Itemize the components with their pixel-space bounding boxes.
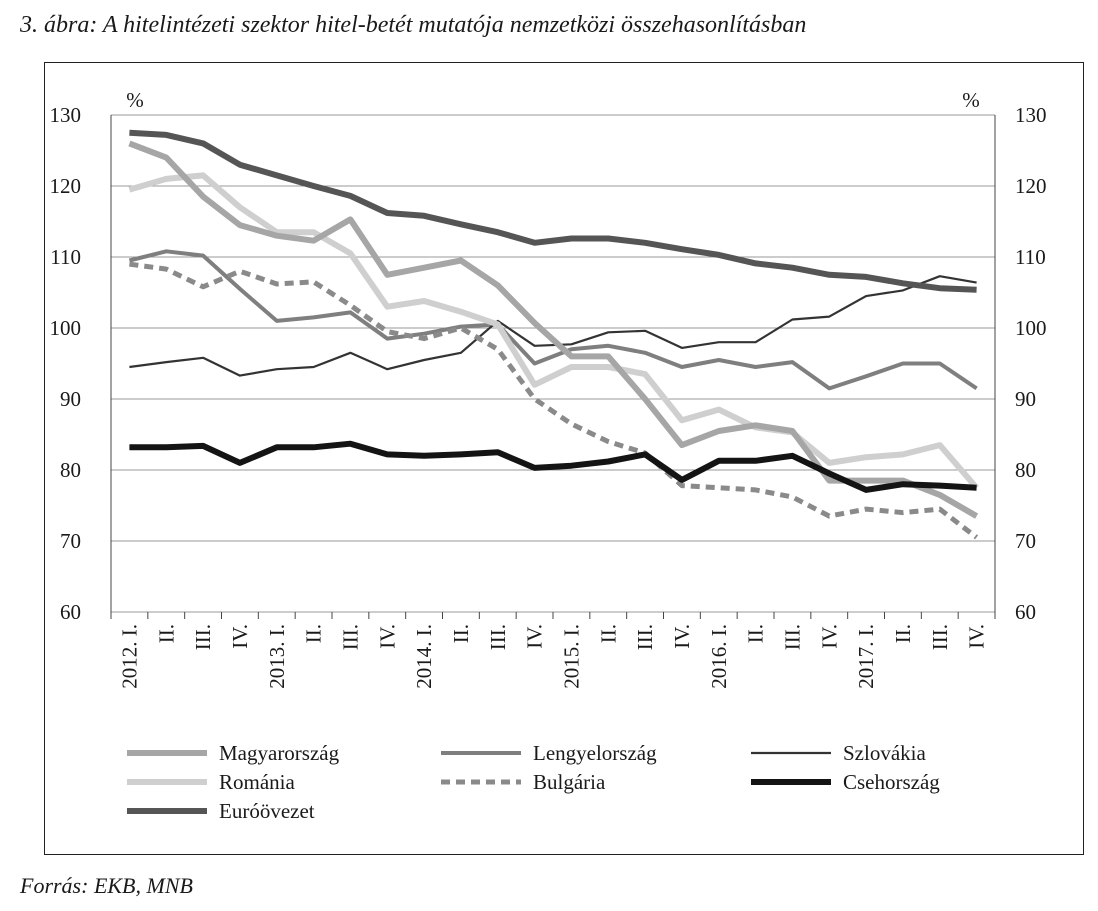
- x-tick-label: 2015. I.: [559, 624, 583, 689]
- y-tick-right-80: 80: [1015, 458, 1036, 482]
- series-line-Szlovákia: [129, 275, 977, 377]
- y-tick-right-70: 70: [1015, 529, 1036, 553]
- y-tick-left-110: 110: [50, 245, 81, 269]
- y-tick-right-120: 120: [1015, 174, 1047, 198]
- x-tick-label: III.: [338, 624, 362, 650]
- y-tick-left-100: 100: [50, 316, 82, 340]
- y-tick-right-110: 110: [1015, 245, 1046, 269]
- x-tick-label: IV.: [670, 624, 694, 649]
- y-tick-left-60: 60: [60, 600, 81, 624]
- series-line-Magyarország: [128, 140, 979, 519]
- y-tick-right-90: 90: [1015, 387, 1036, 411]
- legend-label-Bulgária: Bulgária: [533, 770, 606, 794]
- y-tick-left-130: 130: [50, 103, 82, 127]
- y-unit-left: %: [126, 88, 144, 112]
- x-tick-label: 2013. I.: [265, 624, 289, 689]
- series-line-Csehország: [129, 440, 977, 493]
- x-tick-label: III.: [633, 624, 657, 650]
- x-tick-label: IV.: [523, 624, 547, 649]
- legend-label-Magyarország: Magyarország: [219, 741, 340, 765]
- chart-frame: 60 60 70 70 80 80 90 90 100 100 110 110 120 120 130 130…: [44, 62, 1084, 855]
- x-tick-label: 2012. I.: [117, 624, 141, 689]
- x-tick-label: III.: [486, 624, 510, 650]
- x-tick-label: IV.: [817, 624, 841, 649]
- y-unit-right: %: [962, 88, 980, 112]
- y-tick-left-70: 70: [60, 529, 81, 553]
- y-tick-left-90: 90: [60, 387, 81, 411]
- source-note: Forrás: EKB, MNB: [20, 873, 193, 898]
- x-tick-label: IV.: [228, 624, 252, 649]
- y-tick-right-100: 100: [1015, 316, 1047, 340]
- y-tick-left-80: 80: [60, 458, 81, 482]
- legend-label-Csehország: Csehország: [843, 770, 940, 794]
- x-tick-label: 2014. I.: [412, 624, 436, 689]
- x-tick-label: IV.: [965, 624, 989, 649]
- x-tick-label: 2016. I.: [707, 624, 731, 689]
- line-chart: 60 60 70 70 80 80 90 90 100 100 110 110 120 120 130 130…: [50, 88, 1047, 823]
- x-tick-label: IV.: [375, 624, 399, 649]
- x-tick-label: II.: [449, 624, 473, 643]
- x-tick-label: III.: [191, 624, 215, 650]
- legend-label-Lengyelország: Lengyelország: [533, 741, 657, 765]
- y-tick-right-130: 130: [1015, 103, 1047, 127]
- x-tick-label: II.: [891, 624, 915, 643]
- x-tick-label: III.: [928, 624, 952, 650]
- legend-label-Euróövezet: Euróövezet: [219, 799, 315, 823]
- x-tick-label: II.: [744, 624, 768, 643]
- series-line-Lengyelország: [128, 249, 978, 391]
- y-tick-left-120: 120: [50, 174, 82, 198]
- legend-label-Románia: Románia: [219, 770, 295, 794]
- figure-title: 3. ábra: A hitelintézeti szektor hitel-b…: [20, 12, 807, 38]
- series-line-Bulgária: [129, 261, 979, 540]
- legend-label-Szlovákia: Szlovákia: [843, 741, 926, 765]
- x-tick-label: III.: [780, 624, 804, 650]
- series-line-Románia: [128, 172, 979, 490]
- x-tick-label: 2017. I.: [854, 624, 878, 689]
- x-tick-label: II.: [596, 624, 620, 643]
- series-line-Euróövezet: [129, 129, 977, 293]
- x-tick-label: II.: [302, 624, 326, 643]
- x-tick-label: II.: [154, 624, 178, 643]
- y-tick-right-60: 60: [1015, 600, 1036, 624]
